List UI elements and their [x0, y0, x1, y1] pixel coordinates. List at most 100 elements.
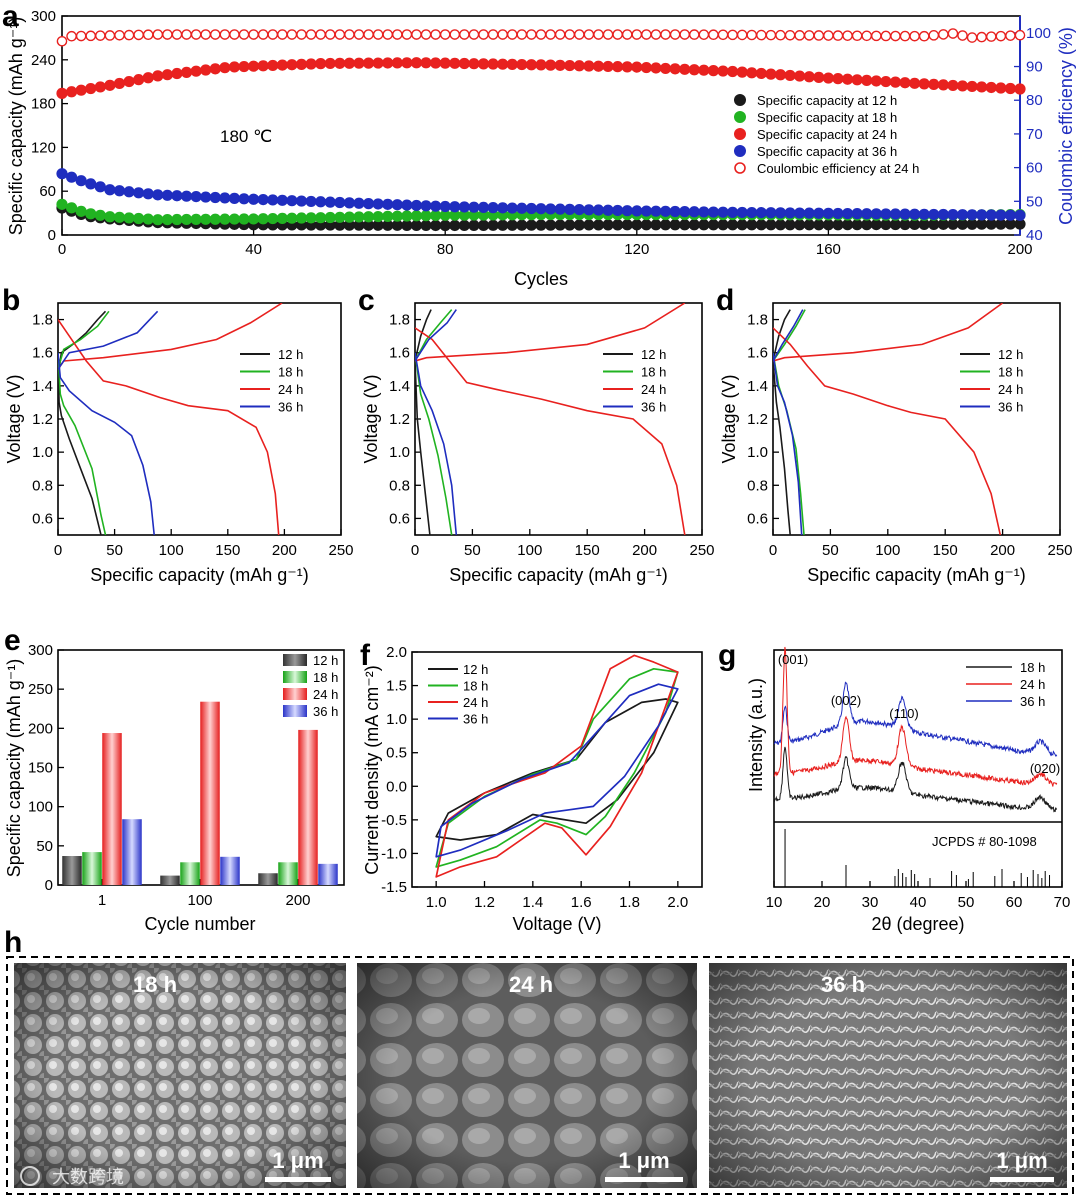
- y2-tick-label-a: 40: [1026, 227, 1043, 244]
- legend-entry-a: Specific capacity at 18 h: [757, 110, 897, 125]
- charge-curve-h36: [58, 310, 159, 370]
- capacity-point-h36: [602, 204, 614, 216]
- capacity-point-h24: [295, 58, 308, 70]
- watermark: 大数跨境: [20, 1166, 124, 1188]
- capacity-point-h36: [248, 193, 260, 205]
- x-tick-label-b: 50: [106, 542, 123, 559]
- bar-h24-cycle-200: [298, 729, 318, 885]
- ce-point-24h: [334, 29, 346, 40]
- capacity-point-h36: [918, 208, 930, 220]
- ce-point-24h: [679, 29, 691, 40]
- charge-curve-h12: [773, 309, 791, 362]
- capacity-point-h12: [439, 219, 451, 232]
- plot-frame-c: [414, 302, 703, 536]
- x-tick-label-a: 80: [437, 241, 454, 258]
- legend-entry-c: 18 h: [641, 365, 666, 380]
- ce-point-24h: [612, 29, 623, 40]
- y2-tick-label-a: 60: [1026, 160, 1043, 177]
- x-tick-label-a: 160: [816, 241, 841, 258]
- x-axis-label-a: Cycles: [514, 269, 568, 289]
- capacity-point-h12: [774, 219, 787, 231]
- capacity-point-h36: [861, 208, 873, 220]
- capacity-point-h24: [85, 82, 97, 95]
- y-tick-label-e: 0: [45, 877, 53, 894]
- capacity-point-h36: [257, 193, 269, 206]
- x-tick-label-b: 150: [215, 542, 240, 559]
- capacity-point-h18: [334, 211, 346, 223]
- capacity-point-h12: [688, 219, 700, 231]
- capacity-point-h24: [449, 57, 461, 69]
- capacity-point-h18: [391, 210, 403, 222]
- y-tick-label-a: 300: [31, 8, 56, 25]
- chart-c: c 0 50 100 150 200 250 0.6 0.8 1.0 1.2 1.4 1.6 1.8 12…: [358, 284, 715, 585]
- capacity-point-h18: [228, 213, 241, 225]
- ce-point-24h: [784, 29, 796, 41]
- capacity-point-h24: [640, 61, 652, 74]
- y-tick-label-f: 1.0: [386, 711, 407, 728]
- y-tick-label-b: 1.0: [32, 444, 53, 461]
- ce-point-24h: [746, 29, 758, 41]
- y-axis-label-b: Voltage (V): [4, 374, 24, 463]
- ce-point-24h: [976, 31, 987, 43]
- capacity-point-h18: [65, 202, 78, 214]
- y-axis-label-g: Intensity (a.u.): [746, 678, 766, 792]
- capacity-point-h24: [985, 81, 997, 94]
- capacity-point-h18: [180, 213, 193, 226]
- capacity-point-h36: [909, 208, 921, 220]
- capacity-point-h18: [190, 213, 202, 225]
- capacity-point-h24: [583, 60, 595, 72]
- capacity-point-h12: [909, 218, 921, 231]
- capacity-point-h12: [870, 218, 882, 231]
- ce-point-24h: [56, 35, 68, 47]
- capacity-point-h24: [698, 64, 710, 76]
- capacity-point-h12: [937, 218, 949, 230]
- capacity-point-h24: [305, 58, 317, 70]
- x-tick-label-g: 60: [1006, 894, 1023, 911]
- legend-entry-b: 36 h: [278, 400, 303, 415]
- capacity-point-h24: [612, 61, 624, 73]
- capacity-point-h12: [449, 219, 461, 232]
- capacity-point-h36: [1014, 209, 1026, 221]
- capacity-point-h12: [382, 219, 394, 231]
- watermark-logo-icon: [20, 1166, 40, 1186]
- capacity-point-h36: [746, 206, 758, 219]
- capacity-point-h24: [918, 78, 930, 90]
- charge-curve-h24: [58, 303, 283, 370]
- x-tick-label-d: 150: [933, 542, 958, 559]
- charge-curve-h24: [415, 303, 686, 362]
- bar-h18-cycle-1: [82, 852, 102, 885]
- y2-tick-label-a: 50: [1026, 193, 1043, 210]
- charge-curve-h24: [773, 303, 1004, 362]
- capacity-point-h24: [209, 63, 221, 75]
- capacity-point-h12: [583, 219, 595, 231]
- watermark-text: 大数跨境: [52, 1167, 124, 1188]
- capacity-point-h24: [228, 61, 241, 73]
- capacity-point-h24: [113, 77, 126, 90]
- capacity-point-h24: [564, 59, 576, 72]
- capacity-point-h24: [688, 64, 700, 76]
- capacity-point-h36: [391, 199, 403, 211]
- panel-label-c: c: [358, 284, 375, 317]
- bar-h12-cycle-200: [258, 873, 278, 885]
- ce-point-24h: [449, 29, 461, 40]
- capacity-point-h12: [650, 219, 662, 231]
- y-tick-label-a: 240: [31, 52, 56, 69]
- xrd-pattern-18h: [773, 746, 1058, 813]
- capacity-point-h24: [554, 59, 566, 71]
- x-tick-label-f: 1.2: [474, 894, 495, 911]
- ce-point-24h: [526, 29, 537, 40]
- capacity-point-h24: [669, 63, 681, 75]
- capacity-point-h24: [602, 60, 614, 73]
- chart-b: b 0 50 100 150 200 250 0.6 0.8 1.0 1.2 1.4 1.6 1.8 12…: [2, 284, 354, 585]
- ce-point-24h: [75, 30, 87, 42]
- y-tick-label-e: 100: [28, 799, 53, 816]
- ce-point-24h: [621, 29, 633, 40]
- y-tick-label-a: 180: [31, 96, 56, 113]
- x-tick-label-c: 250: [689, 542, 714, 559]
- ce-point-24h: [95, 30, 106, 41]
- capacity-point-h24: [219, 62, 231, 74]
- x-tick-label-c: 0: [411, 542, 419, 559]
- capacity-point-h18: [219, 213, 231, 225]
- sem-label-36h: 36 h: [821, 972, 865, 997]
- y-tick-label-f: 1.5: [386, 678, 407, 695]
